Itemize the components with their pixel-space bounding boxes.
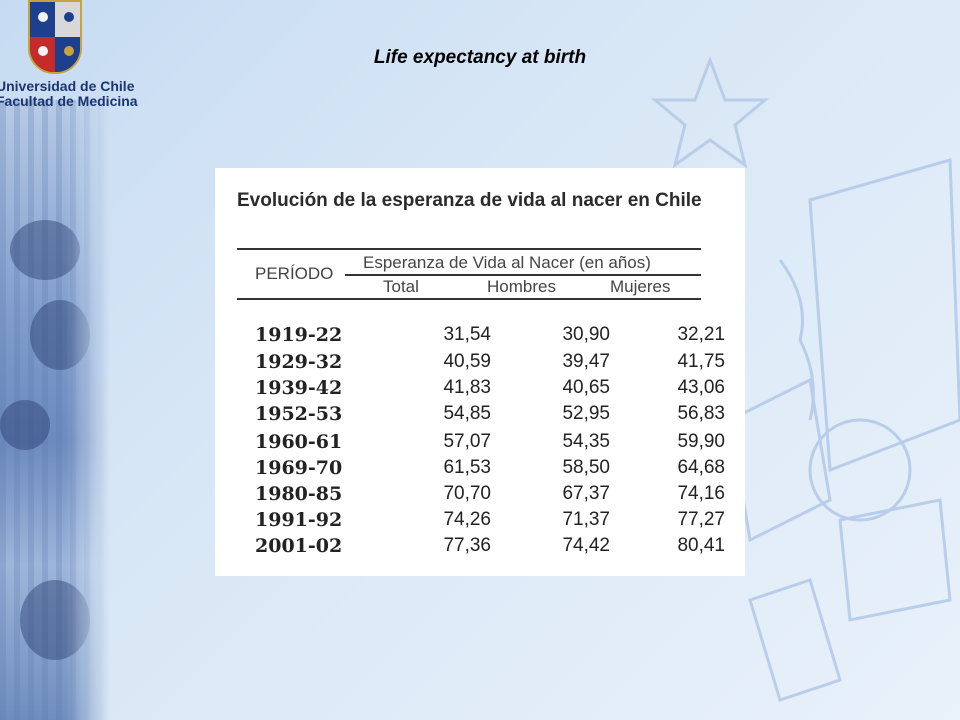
period-cell: 1960-61 bbox=[255, 431, 343, 453]
hombres-cell: 40,65 bbox=[562, 377, 610, 398]
total-cell: 31,54 bbox=[443, 324, 491, 345]
total-cell: 61,53 bbox=[443, 457, 491, 478]
column-header-mujeres: Mujeres bbox=[610, 277, 671, 296]
mujeres-cell: 80,41 bbox=[677, 535, 725, 556]
university-logo: Universidad de Chile Facultad de Medicin… bbox=[0, 0, 140, 110]
university-shield-icon bbox=[28, 0, 82, 74]
mujeres-cell: 56,83 bbox=[677, 403, 725, 424]
period-cell: 1919-22 bbox=[255, 324, 343, 346]
table-row: 1919-22 31,54 30,90 32,21 bbox=[215, 324, 745, 350]
total-cell: 74,26 bbox=[443, 509, 491, 530]
table-row: 1952-53 54,85 52,95 56,83 bbox=[215, 403, 745, 429]
hombres-cell: 58,50 bbox=[562, 457, 610, 478]
period-cell: 2001-02 bbox=[255, 535, 343, 557]
period-cell: 1929-32 bbox=[255, 351, 343, 373]
total-cell: 40,59 bbox=[443, 351, 491, 372]
mujeres-cell: 59,90 bbox=[677, 431, 725, 452]
hombres-cell: 30,90 bbox=[562, 324, 610, 345]
table-row: 1960-61 57,07 54,35 59,90 bbox=[215, 431, 745, 457]
hombres-cell: 54,35 bbox=[562, 431, 610, 452]
hombres-cell: 67,37 bbox=[562, 483, 610, 504]
mujeres-cell: 41,75 bbox=[677, 351, 725, 372]
mujeres-cell: 43,06 bbox=[677, 377, 725, 398]
group-header-rule bbox=[345, 274, 701, 276]
life-expectancy-table: Evolución de la esperanza de vida al nac… bbox=[215, 168, 745, 576]
total-cell: 70,70 bbox=[443, 483, 491, 504]
period-cell: 1939-42 bbox=[255, 377, 343, 399]
period-cell: 1991-92 bbox=[255, 509, 343, 531]
table-row: 1991-92 74,26 71,37 77,27 bbox=[215, 509, 745, 535]
table-row: 1980-85 70,70 67,37 74,16 bbox=[215, 483, 745, 509]
background-line-art bbox=[650, 55, 960, 702]
total-cell: 77,36 bbox=[443, 535, 491, 556]
period-header: PERÍODO bbox=[255, 264, 334, 283]
hombres-cell: 74,42 bbox=[562, 535, 610, 556]
table-title: Evolución de la esperanza de vida al nac… bbox=[237, 190, 702, 211]
mujeres-cell: 74,16 bbox=[677, 483, 725, 504]
logo-university-name: Universidad de Chile bbox=[0, 78, 135, 94]
period-cell: 1952-53 bbox=[255, 403, 343, 425]
slide-title: Life expectancy at birth bbox=[373, 47, 587, 68]
table-top-rule bbox=[237, 248, 701, 250]
hombres-cell: 71,37 bbox=[562, 509, 610, 530]
column-header-total: Total bbox=[383, 277, 419, 296]
total-cell: 41,83 bbox=[443, 377, 491, 398]
table-row: 2001-02 77,36 74,42 80,41 bbox=[215, 535, 745, 561]
mujeres-cell: 32,21 bbox=[677, 324, 725, 345]
mujeres-cell: 64,68 bbox=[677, 457, 725, 478]
mujeres-cell: 77,27 bbox=[677, 509, 725, 530]
table-row: 1939-42 41,83 40,65 43,06 bbox=[215, 377, 745, 403]
header-bottom-rule bbox=[237, 298, 701, 300]
total-cell: 57,07 bbox=[443, 431, 491, 452]
table-row: 1929-32 40,59 39,47 41,75 bbox=[215, 351, 745, 377]
group-header: Esperanza de Vida al Nacer (en años) bbox=[363, 253, 651, 272]
table-row: 1969-70 61,53 58,50 64,68 bbox=[215, 457, 745, 483]
period-cell: 1980-85 bbox=[255, 483, 343, 505]
hombres-cell: 39,47 bbox=[562, 351, 610, 372]
hombres-cell: 52,95 bbox=[562, 403, 610, 424]
background-photo-strip bbox=[0, 100, 110, 720]
logo-faculty-name: Facultad de Medicina bbox=[0, 93, 138, 109]
period-cell: 1969-70 bbox=[255, 457, 343, 479]
total-cell: 54,85 bbox=[443, 403, 491, 424]
column-header-hombres: Hombres bbox=[487, 277, 556, 296]
